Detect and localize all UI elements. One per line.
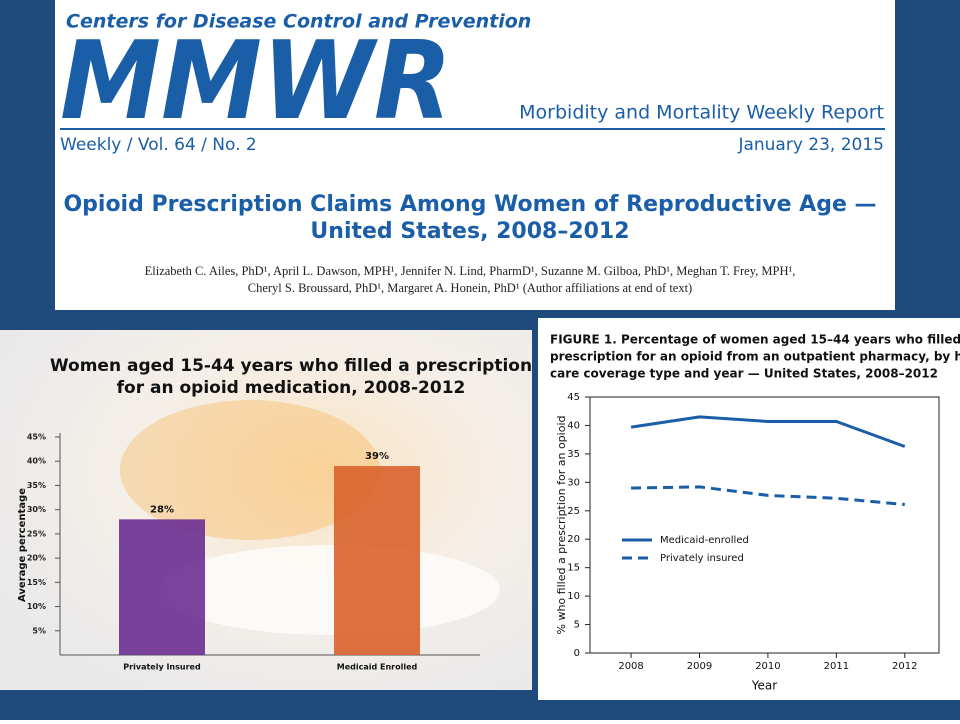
x-tick-label: 2010 xyxy=(755,661,780,672)
line xyxy=(630,415,906,448)
chart-title: prescription for an opioid from an outpa… xyxy=(550,350,960,364)
report-name: Morbidity and Mortality Weekly Report xyxy=(519,102,884,124)
y-axis-label: Average percentage xyxy=(17,488,28,602)
photo-pills xyxy=(160,545,500,635)
x-tick-label: Privately Insured xyxy=(123,663,201,672)
chart-title: Women aged 15-44 years who filled a pres… xyxy=(50,356,532,376)
x-axis-label: Year xyxy=(751,679,777,693)
line xyxy=(631,485,905,507)
authors: Cheryl S. Broussard, PhD¹, Margaret A. H… xyxy=(248,281,692,295)
y-tick-label: 45% xyxy=(27,433,46,442)
y-tick-label: 15 xyxy=(567,563,580,574)
y-tick-label: 40 xyxy=(567,420,580,431)
photo-bottle xyxy=(120,400,380,540)
chart-title: FIGURE 1. Percentage of women aged 15–44… xyxy=(550,333,960,347)
bar xyxy=(119,519,205,655)
y-tick-label: 10% xyxy=(27,602,46,611)
y-tick-label: 25% xyxy=(27,529,46,538)
y-tick-label: 25 xyxy=(567,506,580,517)
y-tick-label: 15% xyxy=(27,578,46,587)
y-tick-label: 0 xyxy=(574,648,580,659)
y-tick-label: 20 xyxy=(567,534,580,545)
y-axis-label: % who filled a prescription for an opioi… xyxy=(555,416,568,635)
y-tick-label: 45 xyxy=(567,392,580,403)
plot-frame xyxy=(589,396,940,654)
y-tick-label: 5 xyxy=(574,620,580,631)
y-tick-label: 30% xyxy=(27,505,46,514)
header-panel xyxy=(55,0,895,310)
article-title: United States, 2008–2012 xyxy=(310,219,629,244)
x-tick-label: 2012 xyxy=(892,661,917,672)
value-label: 39% xyxy=(365,451,389,462)
issue: Weekly / Vol. 64 / No. 2 xyxy=(60,135,257,155)
legend-label: Privately insured xyxy=(660,553,744,564)
y-tick-label: 40% xyxy=(27,457,46,466)
authors: Elizabeth C. Ailes, PhD¹, April L. Dawso… xyxy=(145,264,796,278)
line-panel xyxy=(538,318,960,700)
legend-label: Medicaid-enrolled xyxy=(660,535,749,546)
y-tick-label: 35% xyxy=(27,481,46,490)
agency: Centers for Disease Control and Preventi… xyxy=(66,11,531,33)
y-tick-label: 30 xyxy=(567,477,580,488)
x-tick-label: 2009 xyxy=(687,661,712,672)
y-tick-label: 10 xyxy=(567,591,580,602)
y-tick-label: 5% xyxy=(32,626,46,635)
date: January 23, 2015 xyxy=(737,135,884,155)
value-label: 28% xyxy=(150,504,174,515)
article-title: Opioid Prescription Claims Among Women o… xyxy=(63,192,876,217)
y-tick-label: 20% xyxy=(27,554,46,563)
chart-title: care coverage type and year — United Sta… xyxy=(550,367,938,381)
chart-title: for an opioid medication, 2008-2012 xyxy=(117,378,466,398)
x-tick-label: 2011 xyxy=(824,661,849,672)
x-tick-label: Medicaid Enrolled xyxy=(337,663,418,672)
bar xyxy=(334,466,420,655)
logo: MMWR xyxy=(60,19,452,144)
x-tick-label: 2008 xyxy=(618,661,643,672)
y-tick-label: 35 xyxy=(567,449,580,460)
